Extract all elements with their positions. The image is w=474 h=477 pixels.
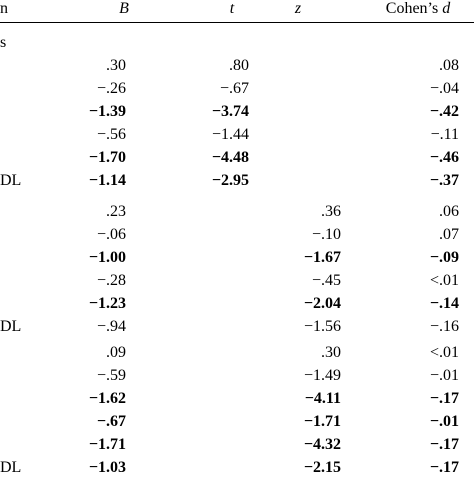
cell-b: −1.14	[88, 171, 126, 189]
row-label: DL	[0, 317, 22, 335]
row-label: DL	[0, 458, 22, 476]
cell-b: −.26	[96, 79, 126, 97]
header-col-b: B	[119, 0, 129, 17]
cell-z: −1.56	[303, 317, 341, 335]
row-label: DL	[0, 171, 22, 189]
cell-d: −.42	[429, 102, 459, 120]
cell-b: −1.71	[88, 435, 126, 453]
cell-z: .36	[321, 203, 341, 220]
cell-t: .80	[229, 57, 249, 74]
cell-z: −1.67	[303, 248, 341, 266]
cell-t: −2.95	[211, 171, 249, 189]
cell-d: −.09	[429, 248, 459, 266]
cell-d: <.01	[429, 344, 459, 361]
header-col-first: n	[0, 0, 8, 17]
cell-b: −1.70	[88, 148, 126, 166]
cell-d: −.46	[429, 148, 459, 166]
cell-t: −4.48	[211, 148, 249, 166]
cell-d: −.04	[429, 79, 459, 97]
cell-d: −.17	[429, 389, 459, 407]
cell-b: −.56	[96, 125, 126, 143]
cell-z: −2.15	[303, 458, 341, 476]
cell-b: −1.39	[88, 102, 126, 120]
cell-d: −.01	[429, 366, 459, 384]
header-col-t: t	[229, 0, 235, 17]
cell-z: .30	[321, 344, 341, 361]
header-rule	[0, 22, 474, 23]
cell-z: −4.32	[303, 435, 341, 453]
cell-d: −.37	[429, 171, 459, 189]
cell-z: −1.49	[303, 366, 341, 384]
cell-b: −.59	[96, 366, 126, 384]
header-col-cohens-d: Cohen’s d	[362, 0, 474, 18]
cell-d: −.16	[429, 317, 459, 335]
cell-d: −.14	[429, 294, 459, 312]
header-col-z: z	[294, 0, 302, 17]
cell-b: −.06	[96, 225, 126, 243]
cell-d: −.17	[429, 435, 459, 453]
cell-b: −.67	[96, 412, 126, 430]
cell-z: −4.11	[304, 389, 341, 407]
cell-z: −2.04	[303, 294, 341, 312]
cell-d: −.01	[429, 412, 459, 430]
cell-d: .07	[439, 225, 459, 243]
cell-d: .06	[439, 203, 459, 220]
cell-t: −.67	[219, 79, 249, 97]
cell-b: −1.62	[88, 389, 126, 407]
header-col-cohens-d-prefix: Cohen’s	[385, 0, 443, 17]
cell-z: −1.71	[303, 412, 341, 430]
cell-d: −.17	[429, 458, 459, 476]
cell-d: −.11	[430, 125, 459, 143]
cell-b: −.28	[96, 271, 126, 289]
cell-b: −.94	[96, 317, 126, 335]
cell-d: <.01	[429, 271, 459, 289]
cell-t: −3.74	[211, 102, 249, 120]
cell-b: −1.00	[88, 248, 126, 266]
cell-b: −1.03	[88, 458, 126, 476]
cell-b: .09	[106, 344, 126, 361]
section-label: s	[0, 34, 7, 51]
cell-d: .08	[439, 57, 459, 74]
cell-b: .23	[106, 203, 126, 220]
header-col-cohens-d-italic: d	[442, 0, 451, 17]
cell-b: −1.23	[88, 294, 126, 312]
cell-z: −.10	[311, 225, 341, 243]
cell-t: −1.44	[211, 125, 249, 143]
cell-b: .30	[106, 57, 126, 74]
cell-z: −.45	[311, 271, 341, 289]
